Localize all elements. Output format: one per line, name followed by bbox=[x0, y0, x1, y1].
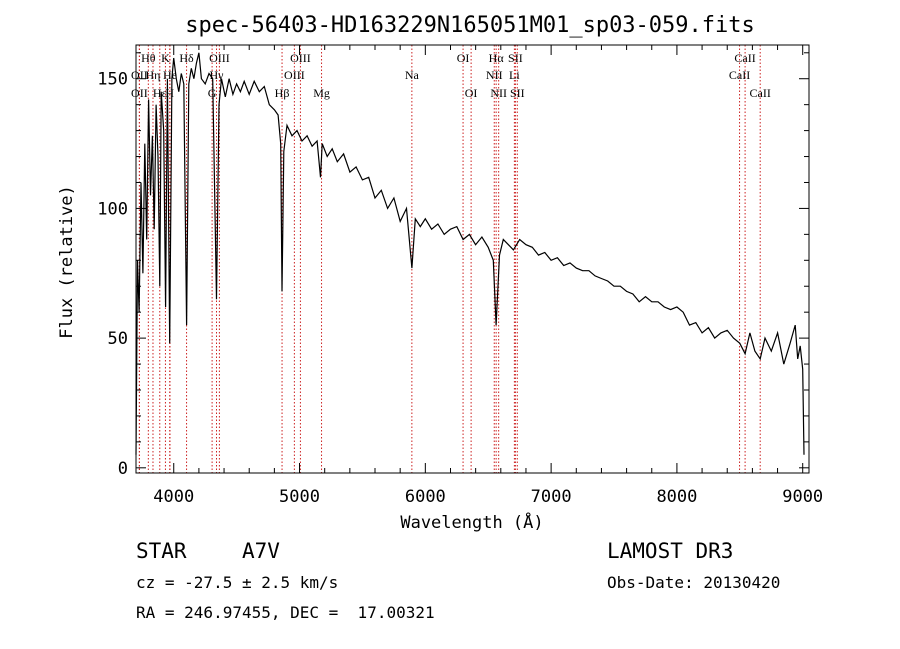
line-marker-label: SII bbox=[508, 51, 523, 65]
line-marker-label: Na bbox=[405, 68, 420, 82]
line-marker-label: NII bbox=[486, 68, 503, 82]
line-marker-label: OIII bbox=[209, 51, 230, 65]
y-tick-label: 150 bbox=[97, 70, 128, 90]
y-axis: 0 50 100 150 bbox=[97, 52, 809, 479]
x-tick-label: 7000 bbox=[531, 487, 572, 507]
line-marker-label: OI bbox=[457, 51, 470, 65]
spectrum-series-line bbox=[135, 52, 805, 455]
object-subclass: A7V bbox=[242, 539, 280, 563]
y-tick-label: 100 bbox=[97, 199, 128, 219]
line-marker-label: OII bbox=[131, 86, 148, 100]
line-marker-label: SII bbox=[510, 86, 525, 100]
line-marker-label: Hβ bbox=[275, 86, 290, 100]
line-marker-label: Li bbox=[509, 68, 520, 82]
x-tick-label: 8000 bbox=[656, 487, 697, 507]
line-marker-label: Hε bbox=[153, 86, 167, 100]
x-axis-label: Wavelength (Å) bbox=[400, 511, 543, 533]
x-axis: 4000 5000 6000 7000 8000 9000 bbox=[153, 45, 823, 507]
x-tick-label: 5000 bbox=[279, 487, 320, 507]
line-marker-label: OI bbox=[465, 86, 478, 100]
spectral-line-markers bbox=[138, 45, 761, 473]
y-tick-label: 50 bbox=[108, 329, 128, 349]
line-marker-label: CaII bbox=[729, 68, 750, 82]
survey-label: LAMOST DR3 bbox=[607, 539, 734, 563]
redshift-readout: cz = -27.5 ± 2.5 km/s bbox=[136, 573, 339, 592]
y-tick-label: 0 bbox=[118, 459, 128, 479]
observation-date: Obs-Date: 20130420 bbox=[607, 573, 781, 592]
object-class: STAR bbox=[136, 539, 187, 563]
line-marker-label: Hδ bbox=[179, 51, 194, 65]
plot-frame bbox=[135, 44, 810, 474]
line-marker-label: CaII bbox=[750, 86, 771, 100]
line-marker-label: He bbox=[163, 68, 177, 82]
line-marker-label: Hθ bbox=[141, 51, 156, 65]
chart-title: spec-56403-HD163229N165051M01_sp03-059.f… bbox=[185, 13, 755, 38]
x-tick-label: 6000 bbox=[405, 487, 446, 507]
line-marker-label: OIII bbox=[284, 68, 305, 82]
line-marker-label: K bbox=[161, 51, 170, 65]
line-marker-label: NII bbox=[490, 86, 507, 100]
line-marker-label: CaII bbox=[734, 51, 755, 65]
line-marker-label: Hα bbox=[489, 51, 505, 65]
line-marker-label: H bbox=[165, 86, 174, 100]
line-marker-label: Mg bbox=[313, 86, 330, 100]
x-tick-label: 9000 bbox=[782, 487, 823, 507]
line-marker-label: Hη bbox=[146, 68, 161, 82]
x-tick-label: 4000 bbox=[153, 487, 194, 507]
y-axis-label: Flux (relative) bbox=[57, 185, 77, 339]
line-marker-label: G bbox=[208, 86, 217, 100]
coordinates-readout: RA = 246.97455, DEC = 17.00321 bbox=[136, 603, 435, 622]
line-marker-label: OIII bbox=[290, 51, 311, 65]
